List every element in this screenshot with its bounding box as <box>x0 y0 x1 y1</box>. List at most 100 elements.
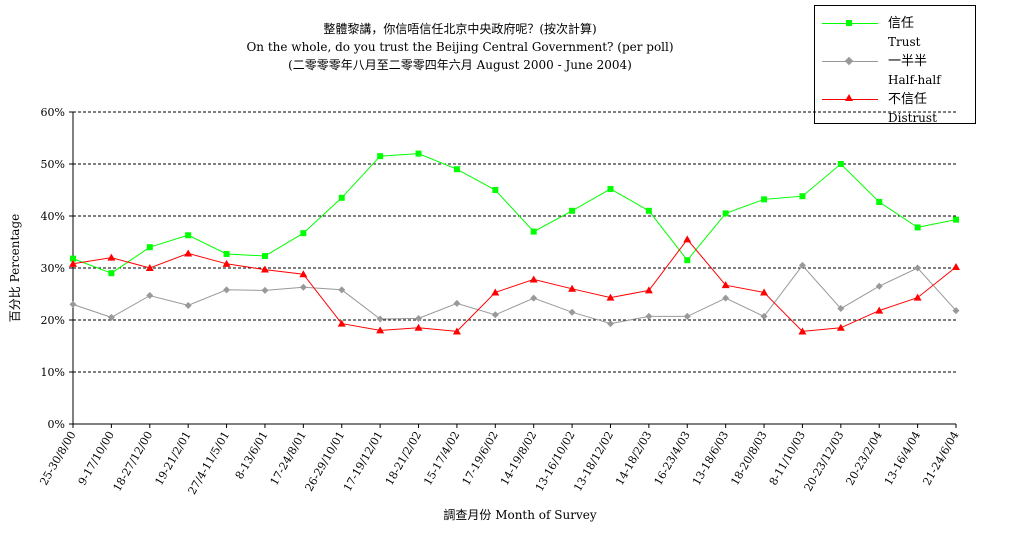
data-point-trust <box>108 270 115 277</box>
x-tick-label: 14-19/8/02 <box>498 429 539 488</box>
x-tick-label: 20-23/12/03 <box>802 429 847 494</box>
x-tick-label: 18-20/8/03 <box>728 429 769 488</box>
data-point-distrust <box>107 253 116 261</box>
data-point-half <box>914 264 922 272</box>
data-point-distrust <box>683 235 692 243</box>
data-point-distrust <box>414 323 423 331</box>
data-point-distrust <box>798 327 807 335</box>
x-tick-label: 14-18/2/03 <box>613 429 654 488</box>
legend-item-half-half[interactable]: 一半半 Half-half <box>815 54 975 92</box>
x-tick-label: 17-19/12/01 <box>341 429 386 494</box>
data-point-half <box>530 294 538 302</box>
legend-label-half-half-zh: 一半半 <box>888 54 928 69</box>
data-point-trust <box>377 153 384 160</box>
x-tick-label: 19-21/2/01 <box>152 429 193 488</box>
x-tick-label: 27/4-11/5/01 <box>185 429 232 497</box>
y-tick-label: 50% <box>41 158 65 171</box>
data-point-trust <box>761 196 768 203</box>
series-lines <box>72 153 957 332</box>
data-point-distrust <box>222 259 231 267</box>
data-point-trust <box>415 150 422 157</box>
series-line-half <box>72 264 957 325</box>
x-tick-label: 13-18/12/02 <box>571 429 616 494</box>
legend-label-distrust-en: Distrust <box>888 111 937 125</box>
data-point-half <box>606 320 614 328</box>
x-tick-label: 17-19/6/02 <box>460 429 501 488</box>
y-tick-label: 10% <box>41 366 65 379</box>
data-point-trust <box>185 232 192 239</box>
data-point-half <box>415 314 423 322</box>
data-point-trust <box>607 185 614 192</box>
x-tick-label: 8-13/6/01 <box>233 429 271 482</box>
data-point-half <box>760 312 768 320</box>
data-point-half <box>299 283 307 291</box>
y-axis-title: 百分比 Percentage <box>8 214 22 323</box>
data-point-half <box>107 313 115 321</box>
y-tick-label: 60% <box>41 106 65 119</box>
chart-title-chinese: 整體黎講，你信唔信任北京中央政府呢？(按次計算) <box>323 22 597 36</box>
x-tick-label: 8-11/10/03 <box>767 429 808 488</box>
data-point-trust <box>645 207 652 214</box>
data-point-distrust <box>606 293 615 301</box>
series-line-distrust <box>72 238 957 332</box>
x-tick-label: 13-16/10/02 <box>533 429 578 494</box>
data-point-half <box>875 282 883 290</box>
data-point-half <box>338 286 346 294</box>
data-point-trust <box>261 253 268 260</box>
data-point-distrust <box>145 264 154 271</box>
data-point-trust <box>953 216 959 223</box>
data-point-distrust <box>69 259 77 267</box>
data-point-distrust <box>913 293 922 301</box>
series-markers <box>69 150 960 335</box>
legend-item-trust[interactable]: 信任 Trust <box>815 16 975 54</box>
data-point-distrust <box>644 286 653 294</box>
legend-item-distrust[interactable]: 不信任 Distrust <box>815 92 975 130</box>
data-point-half <box>69 300 77 308</box>
data-point-half <box>568 308 576 316</box>
data-point-trust <box>837 161 844 167</box>
x-tick-label: 13-16/4/04 <box>882 429 923 488</box>
data-point-distrust <box>721 281 730 289</box>
data-point-trust <box>799 193 806 200</box>
data-point-distrust <box>260 265 269 273</box>
data-point-half <box>798 261 806 269</box>
y-tick-label: 20% <box>41 314 65 327</box>
data-point-distrust <box>952 262 960 270</box>
gridlines <box>73 111 956 373</box>
legend-label-trust-zh: 信任 <box>888 16 915 31</box>
y-tick-label: 0% <box>48 418 65 431</box>
x-tick-labels: 25-30/8/009-17/10/0018-27/12/0019-21/2/0… <box>37 424 962 497</box>
x-tick-label: 16-23/4/03 <box>652 429 693 488</box>
x-tick-label: 26-29/10/01 <box>303 429 348 494</box>
data-point-distrust <box>376 326 385 334</box>
data-point-trust <box>146 244 153 251</box>
data-point-half <box>491 311 499 319</box>
data-point-trust <box>453 166 460 173</box>
legend-marker-square <box>846 20 852 26</box>
data-point-half <box>837 305 845 313</box>
x-tick-label: 15-17/4/02 <box>421 429 462 488</box>
data-point-trust <box>492 187 499 193</box>
data-point-distrust <box>184 249 193 257</box>
y-tick-label: 30% <box>41 262 65 275</box>
data-point-half <box>146 292 154 300</box>
x-tick-label: 20-23/2/04 <box>843 429 884 488</box>
data-point-trust <box>70 255 76 262</box>
data-point-half <box>683 312 691 320</box>
x-axis-title: 調查月份 Month of Survey <box>443 508 596 522</box>
data-point-half <box>376 315 384 323</box>
data-point-trust <box>569 207 576 214</box>
x-tick-label: 17-24/8/01 <box>268 429 309 488</box>
y-tick-label: 40% <box>41 210 65 223</box>
chart-subtitle-period: (二零零零年八月至二零零四年六月 August 2000 - June 2004… <box>288 58 632 72</box>
data-point-half <box>952 307 960 315</box>
data-point-distrust <box>452 327 461 335</box>
x-tick-label: 21-24/6/04 <box>920 429 961 488</box>
data-point-half <box>261 286 269 294</box>
data-point-trust <box>300 230 307 237</box>
data-point-distrust <box>299 270 308 278</box>
chart-title-block: 整體黎講，你信唔信任北京中央政府呢？(按次計算) On the whole, d… <box>180 20 740 74</box>
data-point-trust <box>223 250 230 257</box>
data-point-distrust <box>491 288 500 296</box>
